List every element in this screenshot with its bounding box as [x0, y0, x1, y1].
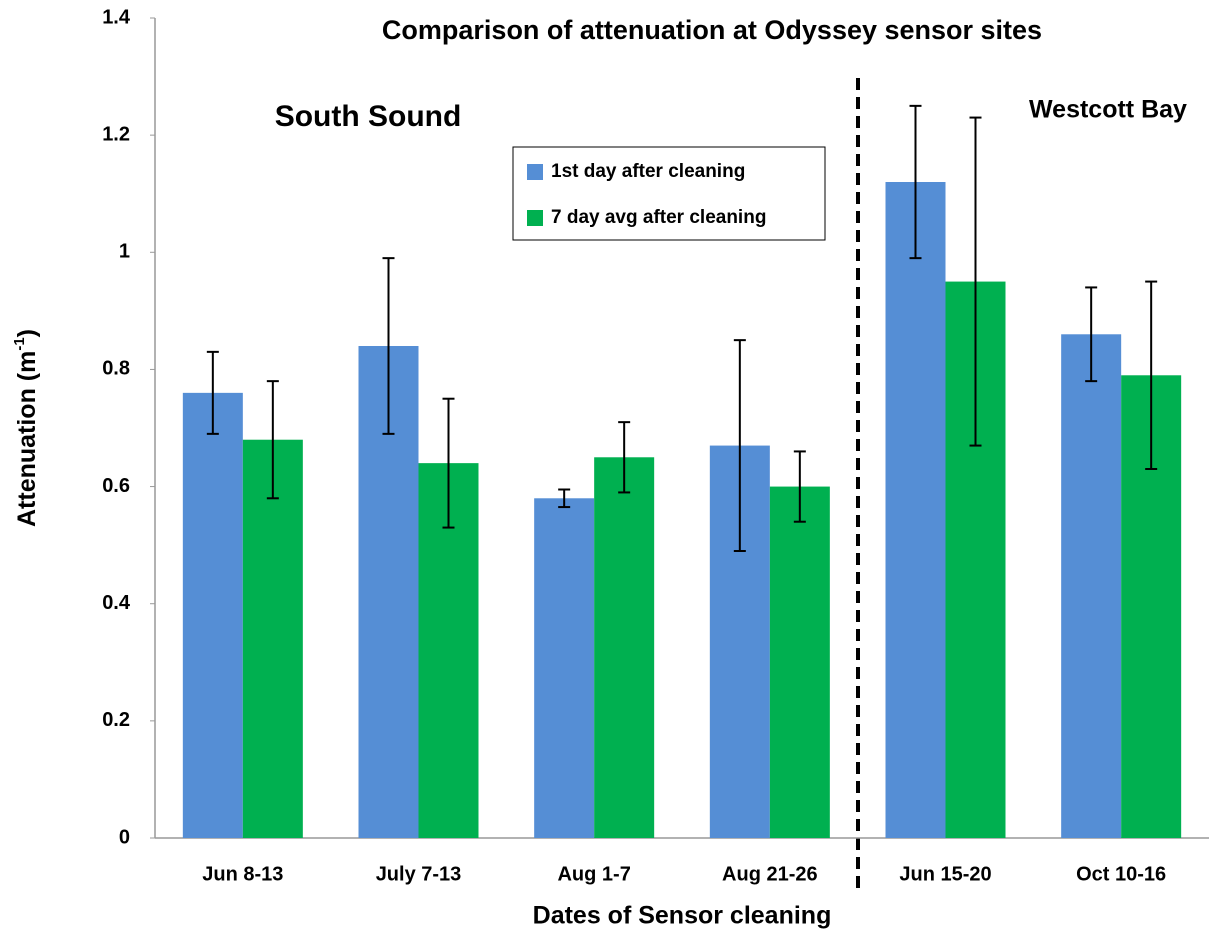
- y-tick-label: 1.2: [102, 123, 130, 145]
- y-tick-label: 0.8: [102, 358, 130, 380]
- y-tick-label: 1.4: [102, 6, 131, 28]
- x-tick-label: Aug 1-7: [557, 863, 630, 885]
- error-bar: [733, 339, 746, 552]
- bar: [182, 392, 243, 838]
- y-axis-label-superscript: -1: [11, 337, 28, 350]
- x-tick-label: July 7-13: [376, 863, 462, 885]
- error-bar: [1085, 286, 1098, 383]
- x-tick-label: Aug 21-26: [722, 863, 818, 885]
- bar: [1061, 334, 1122, 838]
- error-bar: [558, 488, 571, 509]
- legend: [512, 146, 826, 241]
- legend-swatch: [527, 164, 543, 180]
- error-bar: [1145, 280, 1158, 470]
- error-bar: [618, 421, 631, 494]
- annotation: South Sound: [275, 100, 462, 133]
- annotation: Westcott Bay: [1029, 96, 1187, 124]
- error-bar: [442, 397, 455, 529]
- y-tick-label: 0.6: [102, 475, 130, 497]
- error-bar: [909, 104, 922, 260]
- bar: [769, 486, 830, 838]
- x-tick-label: Jun 15-20: [899, 863, 991, 885]
- error-bar: [206, 350, 219, 435]
- legend-label: 1st day after cleaning: [551, 161, 745, 182]
- y-tick-label: 0.4: [102, 592, 131, 614]
- chart-title: Comparison of attenuation at Odyssey sen…: [382, 15, 1042, 45]
- bar: [885, 182, 946, 838]
- bar: [594, 457, 655, 838]
- y-tick-label: 1: [119, 241, 130, 263]
- legend-label: 7 day avg after cleaning: [551, 207, 766, 228]
- x-axis-label: Dates of Sensor cleaning: [533, 902, 832, 930]
- error-bar: [793, 450, 806, 523]
- y-axis-label-suffix: ): [13, 329, 41, 337]
- bar: [242, 439, 303, 838]
- error-bar: [382, 257, 395, 435]
- error-bar: [266, 380, 279, 500]
- y-tick-label: 0: [119, 826, 130, 848]
- bar: [534, 498, 595, 838]
- legend-swatch: [527, 210, 543, 226]
- y-tick-label: 0.2: [102, 709, 130, 731]
- y-axis-label-text: Attenuation (m: [13, 351, 41, 527]
- y-axis-label: Attenuation (m-1): [11, 329, 41, 527]
- error-bar: [969, 116, 982, 447]
- x-tick-label: Oct 10-16: [1076, 863, 1166, 885]
- x-tick-label: Jun 8-13: [202, 863, 283, 885]
